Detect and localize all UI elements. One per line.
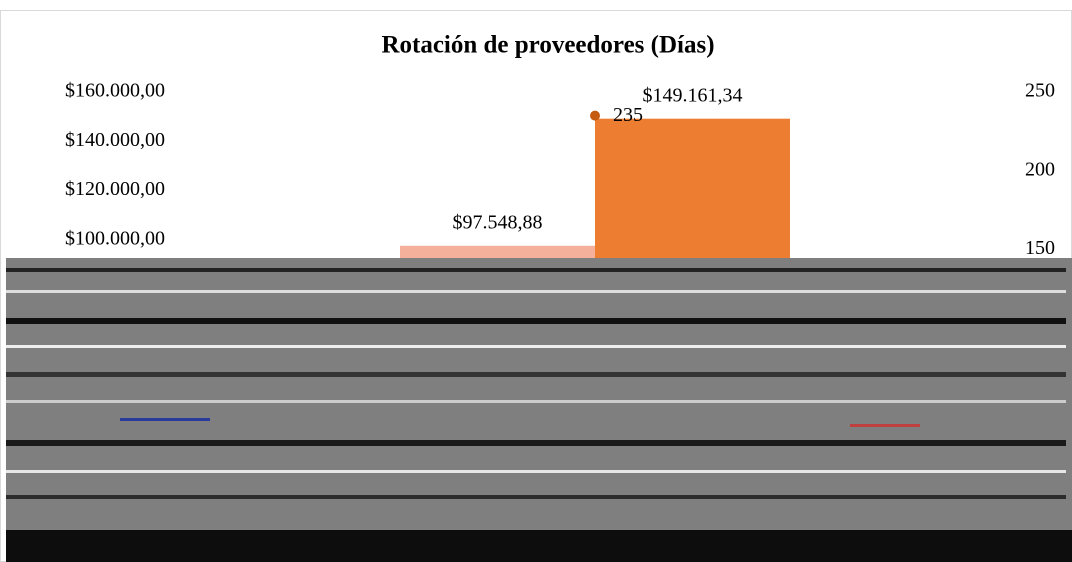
noise [6, 440, 1066, 446]
y2-tick-label: 150 [1025, 237, 1055, 259]
noise [6, 345, 1066, 348]
point-label: 235 [613, 104, 643, 126]
noise [6, 372, 1066, 377]
noise [6, 530, 1072, 562]
y-tick-label: $100.000,00 [65, 227, 165, 249]
noise [850, 424, 920, 427]
value-label: $97.548,88 [453, 211, 543, 233]
chart-title: Rotación de proveedores (Días) [381, 32, 714, 59]
noise [6, 258, 1072, 562]
corrupted-region [6, 258, 1072, 562]
value-label: $149.161,34 [643, 84, 743, 106]
y-tick-label: $120.000,00 [65, 178, 165, 200]
y2-tick-label: 200 [1025, 158, 1055, 180]
line-point [590, 110, 600, 121]
noise [120, 418, 210, 421]
noise [6, 290, 1066, 293]
noise [6, 268, 1066, 272]
noise [6, 495, 1066, 499]
y2-tick-label: 250 [1025, 80, 1055, 102]
noise [6, 400, 1066, 403]
noise [6, 470, 1066, 473]
y-tick-label: $140.000,00 [65, 129, 165, 151]
noise [6, 318, 1066, 324]
y-tick-label: $160.000,00 [65, 80, 165, 102]
